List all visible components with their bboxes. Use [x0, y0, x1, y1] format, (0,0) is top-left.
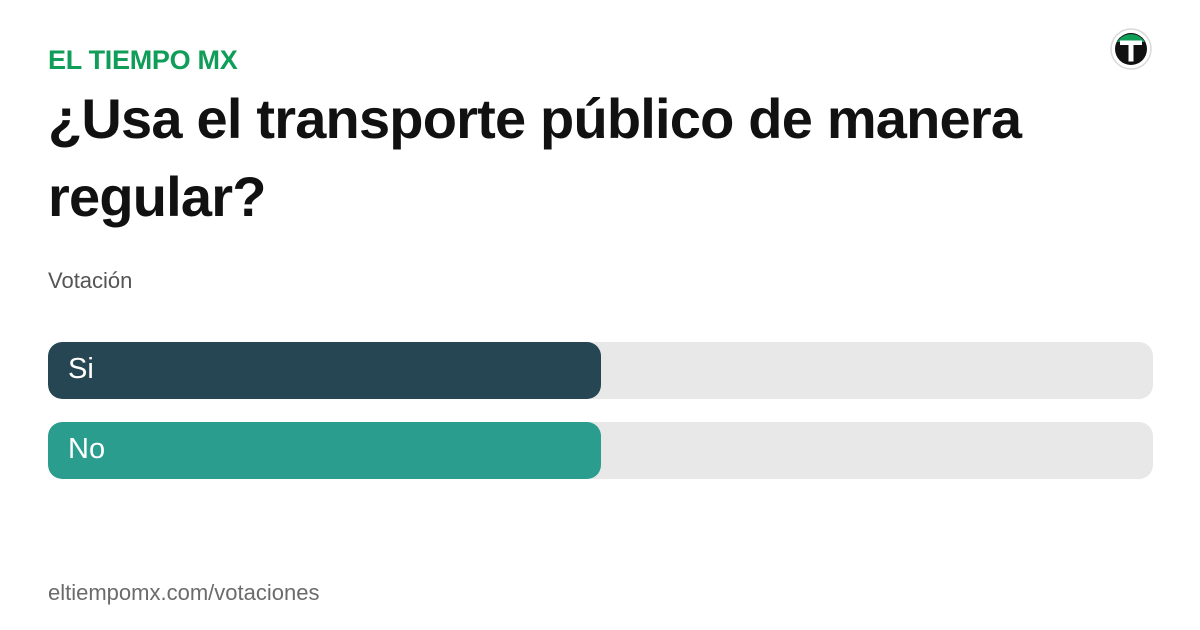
footer-url[interactable]: eltiempomx.com/votaciones: [48, 580, 320, 605]
poll-option-label: No: [68, 433, 106, 465]
poll-option-no[interactable]: No: [48, 422, 1153, 479]
el-tiempo-logo-icon: [1110, 28, 1152, 70]
logo-graphic: [1110, 28, 1152, 70]
poll-option-fill: [48, 422, 601, 479]
poll-question: ¿Usa el transporte público de manera reg…: [48, 87, 1022, 228]
poll-option-label: Si: [68, 353, 94, 385]
poll-options: Si No: [48, 342, 1153, 502]
brand-name: EL TIEMPO MX: [48, 45, 238, 75]
poll-label: Votación: [48, 268, 133, 293]
poll-option-si[interactable]: Si: [48, 342, 1153, 399]
poll-option-fill: [48, 342, 601, 399]
